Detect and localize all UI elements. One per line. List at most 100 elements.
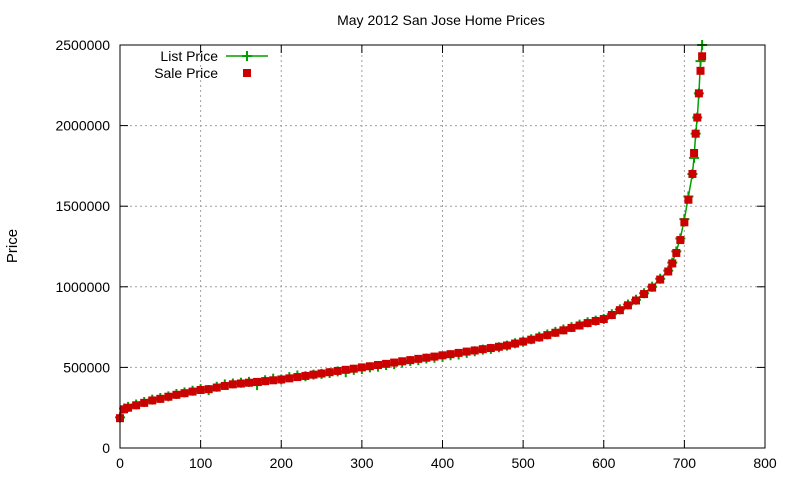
data-point <box>204 385 213 394</box>
data-point <box>462 347 471 356</box>
data-point <box>696 66 705 75</box>
data-point <box>253 377 262 386</box>
data-point <box>301 371 310 380</box>
data-point <box>640 290 649 299</box>
y-tick-label: 2000000 <box>55 118 110 134</box>
data-point <box>676 236 685 245</box>
data-point <box>317 369 326 378</box>
data-point <box>349 364 358 373</box>
data-point <box>656 275 665 284</box>
data-point <box>236 379 245 388</box>
data-point <box>261 377 270 386</box>
data-point <box>680 218 689 227</box>
data-point <box>341 365 350 374</box>
data-point <box>527 335 536 344</box>
data-point <box>668 259 677 268</box>
x-tick-label: 800 <box>753 455 777 471</box>
legend-marker <box>242 51 252 61</box>
data-point <box>382 359 391 368</box>
data-point <box>694 89 703 98</box>
data-point <box>398 357 407 366</box>
data-point <box>422 353 431 362</box>
data-point <box>333 366 342 375</box>
data-point <box>688 169 697 178</box>
y-tick-label: 1000000 <box>55 279 110 295</box>
data-point <box>430 352 439 361</box>
y-tick-label: 2500000 <box>55 37 110 53</box>
data-point <box>196 385 205 394</box>
data-point <box>591 316 600 325</box>
legend-marker <box>243 69 251 77</box>
data-point <box>120 405 129 414</box>
data-point <box>559 326 568 335</box>
data-point <box>365 362 374 371</box>
data-point <box>374 360 382 369</box>
y-axis-label: Price <box>4 229 21 263</box>
data-point <box>690 149 699 158</box>
x-tick-label: 0 <box>116 455 124 471</box>
data-point <box>551 328 560 337</box>
x-tick-label: 100 <box>189 455 213 471</box>
y-tick-label: 0 <box>102 440 110 456</box>
data-point <box>220 381 229 390</box>
data-point <box>519 337 528 346</box>
data-point <box>124 403 133 412</box>
data-point <box>156 394 165 403</box>
data-point <box>623 301 632 310</box>
data-point <box>478 345 487 354</box>
data-point <box>309 370 318 379</box>
data-point <box>293 373 302 382</box>
axis-ticks: 0 100 200 300 400 500 600 700 800 0 500000 1000000 1… <box>55 37 776 471</box>
y-tick-label: 500000 <box>63 359 110 375</box>
data-point <box>575 321 584 330</box>
data-point <box>567 323 576 332</box>
legend-label: List Price <box>160 48 218 64</box>
x-tick-label: 200 <box>270 455 294 471</box>
data-point <box>212 383 221 392</box>
data-point <box>414 354 423 363</box>
data-point <box>132 401 141 410</box>
data-point <box>511 339 520 348</box>
data-point <box>228 380 237 389</box>
data-point <box>691 129 700 138</box>
x-tick-label: 600 <box>592 455 616 471</box>
data-point <box>164 392 173 401</box>
data-point <box>684 195 693 204</box>
data-point <box>148 396 157 405</box>
data-point <box>486 344 495 353</box>
data-point <box>599 315 608 324</box>
data-point <box>446 350 455 359</box>
data-point <box>188 387 197 396</box>
series-1 <box>116 52 707 423</box>
data-point <box>454 348 463 357</box>
data-point <box>494 342 503 351</box>
data-point <box>390 358 399 367</box>
data-point <box>615 306 624 315</box>
legend-label: Sale Price <box>154 65 218 81</box>
data-point <box>438 351 447 360</box>
data-point <box>406 356 415 365</box>
data-point <box>140 398 149 407</box>
data-point <box>470 346 479 355</box>
data-point <box>698 52 707 61</box>
data-point <box>269 376 278 385</box>
data-point <box>648 283 657 292</box>
data-point <box>535 333 544 342</box>
data-point <box>672 248 681 257</box>
data-point <box>664 267 673 276</box>
y-tick-label: 1500000 <box>55 198 110 214</box>
x-tick-label: 700 <box>673 455 697 471</box>
chart-title: May 2012 San Jose Home Prices <box>337 12 545 28</box>
series-0 <box>115 40 708 423</box>
data-point <box>245 378 253 387</box>
data-point <box>357 363 366 372</box>
data-point <box>632 296 640 305</box>
data-point <box>172 390 181 399</box>
data-point <box>325 368 334 377</box>
data-point <box>693 113 702 122</box>
data-point <box>607 311 616 320</box>
data-point <box>277 375 286 384</box>
data-layer <box>115 40 708 423</box>
data-point <box>583 319 592 328</box>
